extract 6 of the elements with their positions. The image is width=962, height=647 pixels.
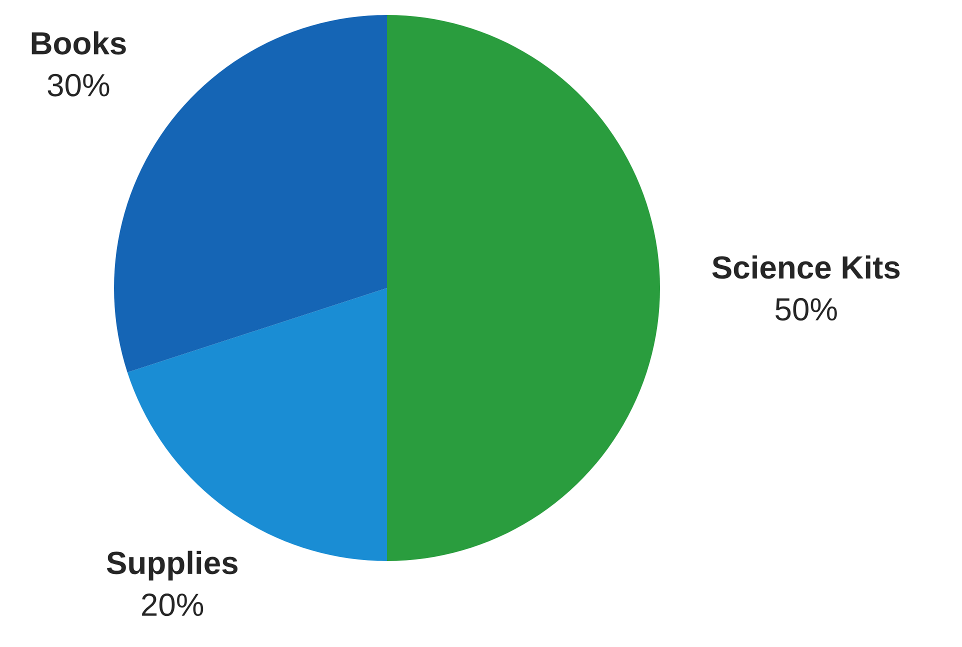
slice-label: Books (32, 31, 126, 55)
slice-label: Supplies (106, 550, 238, 581)
data-label: 30% (48, 74, 110, 96)
data-label: 20% (142, 594, 204, 616)
data-label: 50% (776, 298, 837, 321)
slice-label: Science Kits (712, 255, 900, 279)
